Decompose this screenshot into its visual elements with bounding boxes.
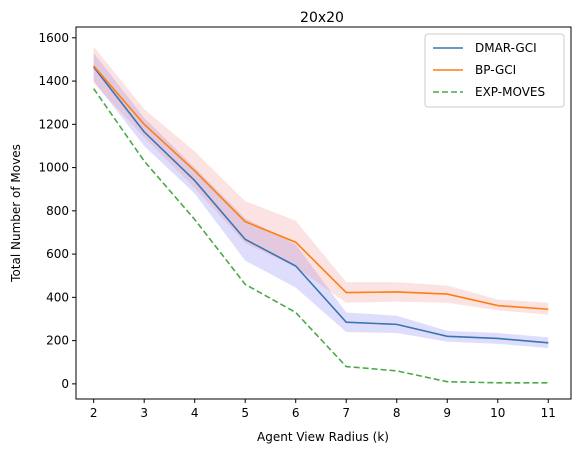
y-tick-label: 600 (46, 247, 69, 261)
y-tick-label: 200 (46, 334, 69, 348)
x-axis-label: Agent View Radius (k) (257, 430, 389, 444)
y-axis-ticks: 0 200 400 600 800 1000 1200 1400 1600 (38, 31, 76, 391)
x-tick-label: 4 (191, 406, 199, 420)
x-tick-label: 8 (393, 406, 401, 420)
x-axis-ticks: 2 3 4 5 6 7 8 9 10 11 (90, 399, 556, 420)
y-tick-label: 1400 (38, 74, 69, 88)
y-axis-label: Total Number of Moves (9, 144, 23, 283)
y-tick-label: 1200 (38, 117, 69, 131)
legend-label-bp-gci: BP-GCI (475, 63, 516, 77)
x-tick-label: 11 (541, 406, 556, 420)
x-tick-label: 10 (490, 406, 505, 420)
x-tick-label: 7 (342, 406, 350, 420)
x-tick-label: 5 (241, 406, 249, 420)
y-tick-label: 800 (46, 204, 69, 218)
legend: DMAR-GCI BP-GCI EXP-MOVES (424, 33, 565, 108)
x-tick-label: 3 (140, 406, 148, 420)
confidence-bands (93, 46, 549, 349)
x-tick-label: 2 (90, 406, 98, 420)
x-tick-label: 9 (443, 406, 451, 420)
series-line-dmar-gci (93, 66, 549, 344)
band-bp-gci (93, 46, 549, 315)
series-line-exp-moves (93, 88, 549, 384)
legend-box (424, 33, 565, 108)
band-dmar-gci (93, 52, 549, 349)
y-tick-label: 0 (61, 377, 69, 391)
legend-label-exp-moves: EXP-MOVES (475, 85, 545, 99)
plot-frame (75, 26, 572, 400)
legend-label-dmar-gci: DMAR-GCI (475, 41, 537, 55)
series-lines (93, 65, 549, 384)
series-line-bp-gci (93, 65, 549, 311)
chart-title: 20x20 (300, 10, 344, 26)
y-tick-label: 400 (46, 290, 69, 304)
y-tick-label: 1600 (38, 31, 69, 45)
y-tick-label: 1000 (38, 161, 69, 175)
x-tick-label: 6 (292, 406, 300, 420)
